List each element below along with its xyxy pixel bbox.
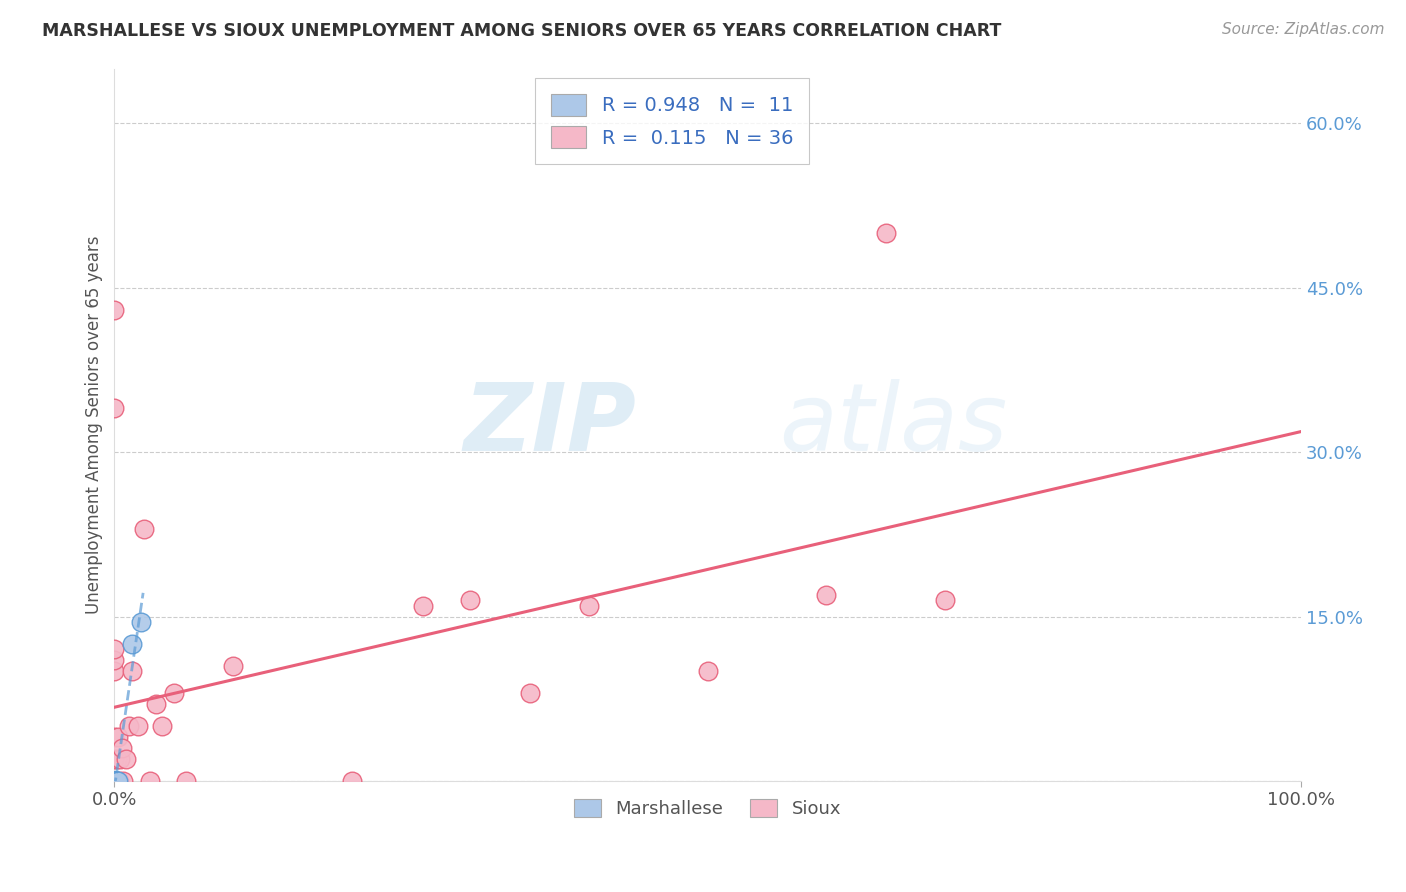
Point	[174, 774, 197, 789]
Point	[103, 752, 125, 766]
Point	[934, 593, 956, 607]
Point	[103, 302, 125, 317]
Point	[103, 642, 125, 657]
Point	[107, 730, 129, 744]
Text: atlas: atlas	[779, 379, 1007, 470]
Point	[129, 615, 152, 629]
Point	[519, 686, 541, 700]
Y-axis label: Unemployment Among Seniors over 65 years: Unemployment Among Seniors over 65 years	[86, 235, 103, 614]
Point	[132, 522, 155, 536]
Point	[222, 659, 245, 673]
Point	[145, 698, 167, 712]
Point	[139, 774, 162, 789]
Point	[103, 774, 125, 789]
Point	[110, 752, 132, 766]
Point	[103, 774, 125, 789]
Point	[108, 774, 131, 789]
Point	[103, 401, 125, 416]
Point	[103, 774, 125, 789]
Point	[104, 774, 127, 789]
Point	[103, 774, 125, 789]
Point	[117, 719, 139, 733]
Point	[150, 719, 173, 733]
Point	[103, 774, 125, 789]
Point	[127, 719, 149, 733]
Point	[121, 637, 143, 651]
Point	[103, 665, 125, 679]
Point	[815, 588, 838, 602]
Point	[107, 774, 129, 789]
Text: ZIP: ZIP	[464, 379, 637, 471]
Text: Source: ZipAtlas.com: Source: ZipAtlas.com	[1222, 22, 1385, 37]
Point	[110, 741, 132, 756]
Point	[104, 774, 127, 789]
Legend: Marshallese, Sioux: Marshallese, Sioux	[567, 791, 849, 825]
Point	[115, 752, 138, 766]
Point	[104, 774, 127, 789]
Point	[875, 226, 897, 240]
Point	[111, 774, 134, 789]
Point	[696, 665, 718, 679]
Point	[163, 686, 186, 700]
Point	[105, 752, 128, 766]
Point	[121, 665, 143, 679]
Point	[105, 774, 128, 789]
Point	[340, 774, 363, 789]
Point	[103, 774, 125, 789]
Point	[103, 730, 125, 744]
Text: MARSHALLESE VS SIOUX UNEMPLOYMENT AMONG SENIORS OVER 65 YEARS CORRELATION CHART: MARSHALLESE VS SIOUX UNEMPLOYMENT AMONG …	[42, 22, 1001, 40]
Point	[412, 599, 434, 613]
Point	[578, 599, 600, 613]
Point	[105, 774, 128, 789]
Point	[460, 593, 482, 607]
Point	[103, 653, 125, 667]
